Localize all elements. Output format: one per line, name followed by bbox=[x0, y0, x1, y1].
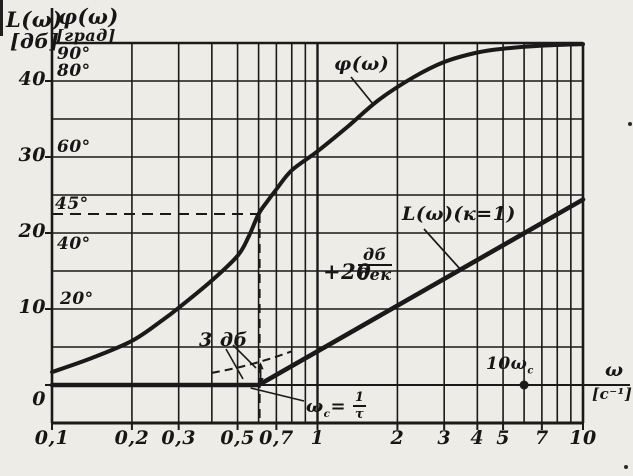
y-db-tick-label: 0 bbox=[32, 388, 46, 410]
gap-arrowhead-down bbox=[257, 378, 264, 385]
slope-value-label: +20 bbox=[323, 259, 372, 284]
x-tick-label: 0,7 bbox=[259, 427, 294, 449]
ten-omega-c-dot bbox=[519, 380, 529, 390]
phase-label-leader bbox=[350, 76, 374, 105]
y-db-tick-label: 20 bbox=[18, 220, 46, 242]
x-tick-label: 7 bbox=[535, 427, 549, 449]
x-tick-label: 0,1 bbox=[34, 427, 70, 449]
phase-curve-label: φ(ω) bbox=[334, 53, 390, 75]
gain-3db-leader bbox=[232, 344, 257, 369]
phi-axis-title: φ(ω) bbox=[58, 4, 119, 29]
x-tick-label: 1 bbox=[310, 427, 325, 449]
y-deg-tick-label: 40° bbox=[57, 234, 91, 254]
y-deg-tick-label: 45° bbox=[55, 194, 89, 214]
frame-layer bbox=[45, 8, 585, 430]
phi-axis-unit: [град] bbox=[56, 26, 116, 45]
y-db-tick-label: 40 bbox=[18, 68, 46, 90]
x-tick-label: 0,3 bbox=[161, 427, 196, 449]
ten-omega-c-subscript: c bbox=[527, 365, 534, 377]
omega-c-symbol: ω bbox=[306, 396, 324, 418]
omega-c-numerator: 1 bbox=[352, 390, 367, 407]
ten-omega-c-label: 10ωc bbox=[486, 356, 534, 376]
scan-streak bbox=[0, 0, 3, 36]
dashed-guides-layer bbox=[52, 213, 261, 423]
l-axis-unit: [дб] bbox=[10, 29, 60, 53]
l-axis-title: L(ω) bbox=[6, 7, 63, 32]
y-db-tick-label: 10 bbox=[18, 296, 46, 318]
phase-curve bbox=[50, 42, 585, 375]
omega-c-label-leader bbox=[250, 387, 305, 402]
slope-denominator: дек bbox=[358, 265, 392, 284]
slope-fraction-label: дб дек bbox=[358, 247, 392, 283]
omega-axis-unit: [c⁻¹] bbox=[592, 385, 633, 403]
x-tick-label: 2 bbox=[390, 427, 405, 449]
scan-speck bbox=[624, 465, 628, 469]
x-tick-label: 0,5 bbox=[220, 427, 255, 449]
slope-fraction: дб дек bbox=[358, 247, 392, 283]
x-tick-label: 0,2 bbox=[114, 427, 150, 449]
omega-axis-label: ω bbox=[605, 359, 624, 381]
gap-arrowhead-up bbox=[257, 362, 264, 370]
x-tick-label: 4 bbox=[470, 427, 485, 449]
x-tick-label: 5 bbox=[496, 427, 510, 449]
annotation-lines-layer bbox=[225, 76, 529, 402]
y-deg-tick-label: 90° bbox=[57, 44, 91, 64]
magnitude-label-leader bbox=[423, 228, 462, 271]
scan-speck bbox=[628, 122, 632, 126]
magnitude-asymptote-curve bbox=[49, 197, 586, 388]
gain-3db-leader bbox=[225, 348, 244, 380]
magnitude-curve-label: L(ω)(к=1) bbox=[402, 203, 516, 225]
y-db-tick-label: 30 bbox=[18, 144, 46, 166]
omega-c-equals: = bbox=[330, 396, 347, 418]
slope-numerator: дб bbox=[358, 247, 392, 266]
magnitude-actual-dashed-curve bbox=[211, 350, 293, 374]
grid-layer bbox=[52, 43, 630, 423]
x-tick-label: 3 bbox=[437, 427, 452, 449]
ten-omega-c-text: 10ω bbox=[486, 354, 528, 374]
gain-3db-label: 3 дб bbox=[199, 329, 248, 351]
curves-layer bbox=[49, 42, 586, 388]
omega-c-subscript: c bbox=[323, 407, 331, 420]
x-tick-label: 10 bbox=[569, 427, 597, 449]
omega-c-denominator: τ bbox=[355, 407, 365, 422]
y-deg-tick-label: 20° bbox=[60, 289, 94, 309]
y-deg-tick-label: 80° bbox=[57, 61, 91, 81]
y-deg-tick-label: 60° bbox=[57, 137, 91, 157]
